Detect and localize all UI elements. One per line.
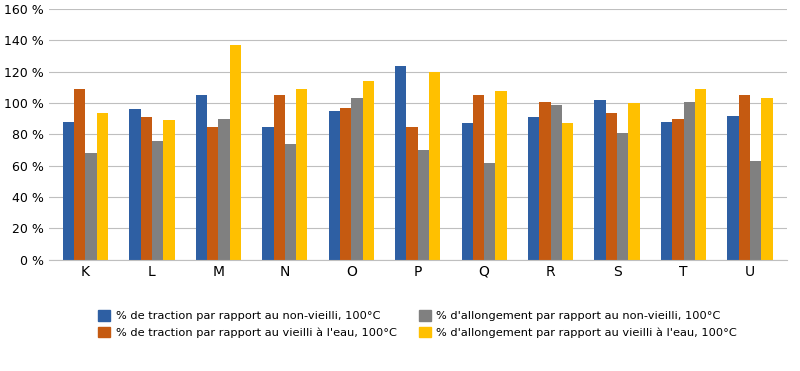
Bar <box>539 102 550 260</box>
Bar <box>562 124 574 260</box>
Bar <box>628 103 640 260</box>
Bar <box>141 117 152 260</box>
Bar <box>130 109 141 260</box>
Bar <box>661 122 672 260</box>
Bar <box>86 153 97 260</box>
Bar <box>340 108 351 260</box>
Bar <box>617 133 628 260</box>
Bar <box>495 91 506 260</box>
Bar <box>683 102 695 260</box>
Bar <box>296 89 307 260</box>
Bar <box>351 98 362 260</box>
Bar <box>695 89 706 260</box>
Bar <box>163 120 174 260</box>
Bar <box>362 81 374 260</box>
Bar <box>762 98 773 260</box>
Bar <box>484 162 495 260</box>
Bar <box>285 144 296 260</box>
Bar <box>406 127 418 260</box>
Bar <box>274 95 285 260</box>
Bar <box>196 95 207 260</box>
Bar <box>395 66 406 260</box>
Bar <box>594 100 606 260</box>
Bar <box>550 105 562 260</box>
Bar <box>418 150 429 260</box>
Bar <box>97 112 108 260</box>
Bar <box>74 89 86 260</box>
Bar <box>738 95 750 260</box>
Bar <box>207 127 218 260</box>
Bar <box>750 161 762 260</box>
Bar <box>152 141 163 260</box>
Bar <box>262 127 274 260</box>
Bar <box>230 45 241 260</box>
Bar <box>429 72 440 260</box>
Bar <box>727 116 738 260</box>
Bar <box>672 119 683 260</box>
Bar <box>528 117 539 260</box>
Bar <box>473 95 484 260</box>
Bar <box>329 111 340 260</box>
Bar <box>462 124 473 260</box>
Bar <box>63 122 74 260</box>
Bar <box>606 112 617 260</box>
Legend: % de traction par rapport au non-vieilli, 100°C, % de traction par rapport au vi: % de traction par rapport au non-vieilli… <box>98 311 737 338</box>
Bar <box>218 119 230 260</box>
